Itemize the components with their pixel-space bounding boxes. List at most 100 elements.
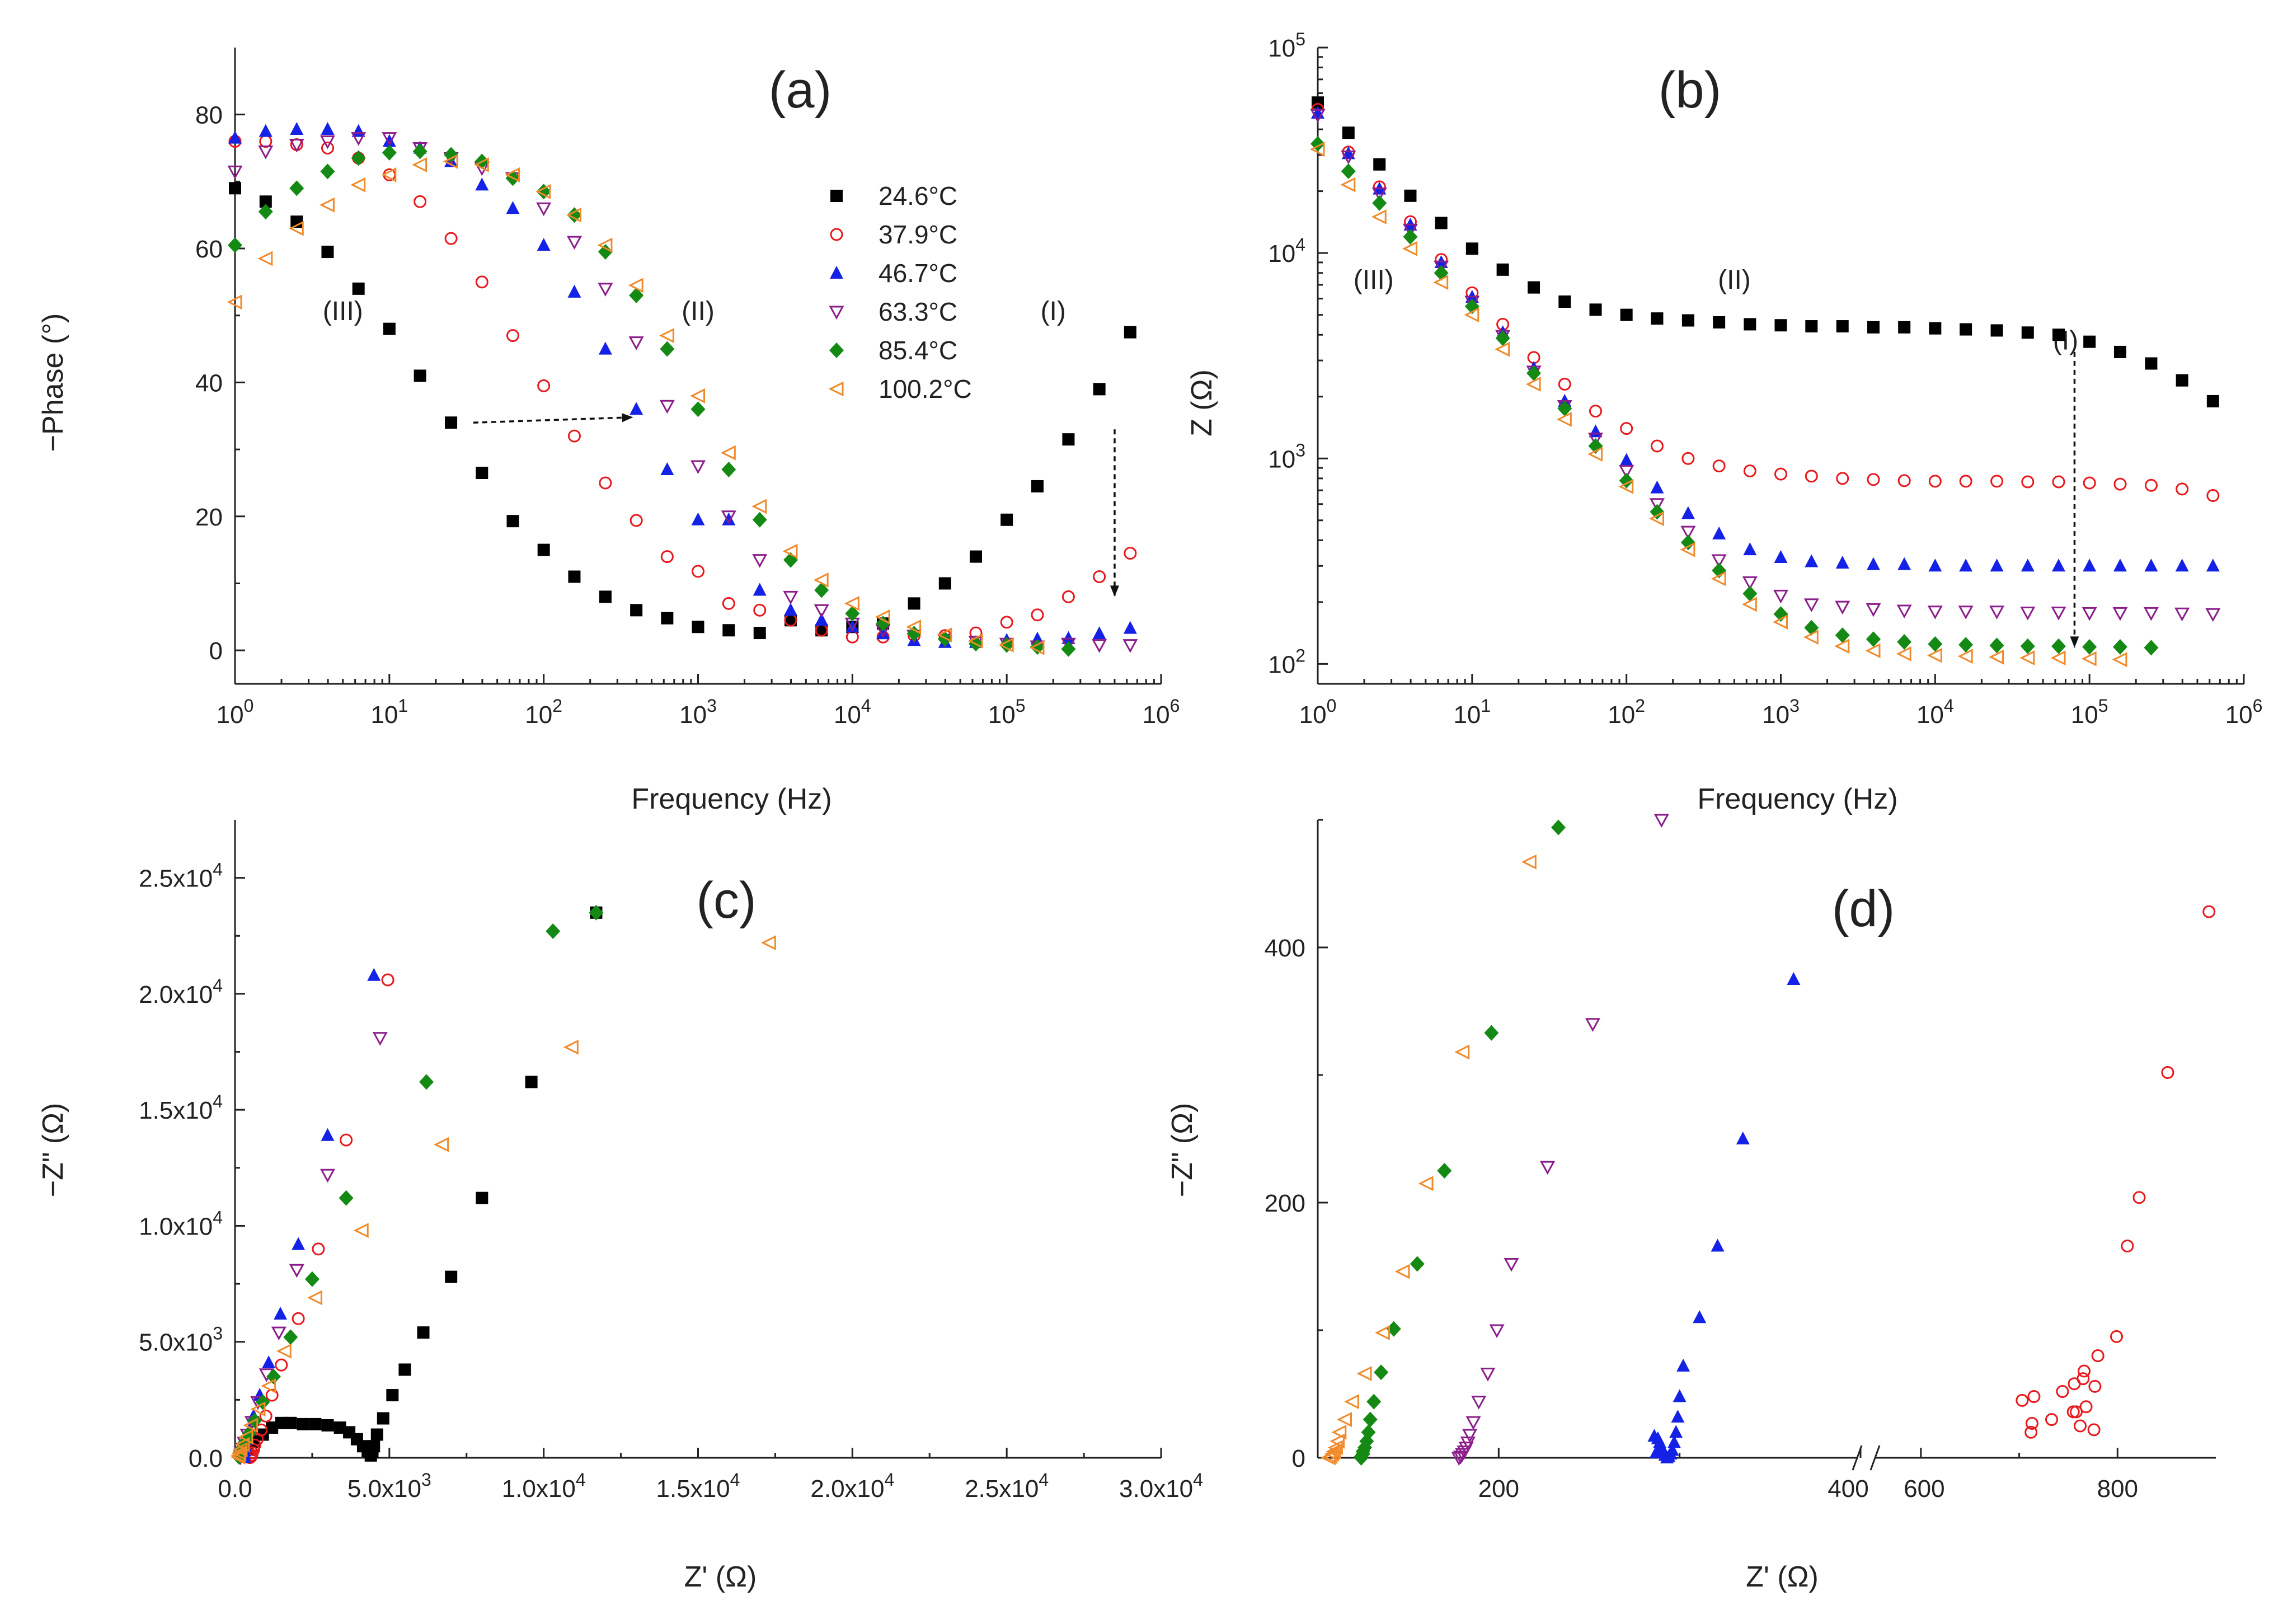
panel-a-x-tick-label: 100 [217,696,254,729]
panel-b-data-point [1650,439,1664,453]
panel-d-x-tick-label: 800 [2097,1475,2138,1503]
panel-a-label: (a) [769,62,832,119]
panel-a-data-point [259,124,273,137]
panel-d-data-point [2202,905,2216,918]
panel-c-data-point [546,923,561,939]
panel-a-data-point [567,284,581,298]
panel-d-data-point [1410,1256,1425,1272]
panel-b-data-point [1805,320,1818,333]
panel-a-data-point [229,182,241,195]
panel-d-data-point [1484,1025,1499,1041]
panel-a-data-point [290,215,303,228]
panel-b-data-point [1836,320,1849,333]
panel-d-y-title: −Z" (Ω) [1166,1103,1199,1198]
panel-a-x-tick-label: 101 [370,696,408,729]
panel-b-data-point [1835,556,1849,569]
panel-a-data-point [690,460,706,475]
panel-a-data-point [414,195,427,208]
panel-a-data-point [475,177,489,191]
panel-b-data-point [2113,477,2127,491]
panel-d-data-point [2087,1423,2101,1437]
panel-c-x-tick-label: 3.0x104 [1119,1470,1203,1503]
panel-a-data-point [783,603,797,616]
panel-d-data-point [2161,1066,2174,1079]
panel-a-data-point [443,154,458,169]
panel-d-data-point [1344,1394,1359,1410]
panel-a-data-point [506,201,520,214]
panel-b-data-point [1896,604,1912,619]
panel-b-data-point [2206,395,2219,407]
panel-b-data-point [2052,558,2066,572]
panel-a-data-point [1031,480,1044,492]
panel-a-data-point [321,246,334,259]
panel-b-data-point [1402,223,1418,238]
panel-b-data-point [1773,614,1788,630]
panel-b-region-label: (II) [1718,265,1751,295]
panel-d-data-point [1356,1366,1372,1381]
panel-c-data-point [398,1363,411,1376]
panel-b-data-point [1957,649,1973,664]
panel-c-data-point [445,1270,458,1283]
panel-b-data-point [1650,504,1665,520]
panel-b-data-point [1558,377,1571,391]
panel-d-data-point [2110,1330,2124,1343]
panel-c-y-tick-label: 2.0x104 [139,975,223,1008]
panel-a-data-point [444,232,458,245]
panel-a-data-point [660,462,674,476]
panel-b-data-point [1896,646,1911,661]
panel-a-data-point [598,283,613,297]
panel-d-y-tick-label: 200 [1265,1190,1305,1217]
panel-d-data-point [1693,1310,1707,1323]
panel-a-data-point [844,595,859,611]
panel-d-data-point [1471,1396,1487,1410]
panel-a-data-point [814,582,829,598]
panel-b-data-point [2021,475,2035,489]
panel-d-data-point [1453,1451,1468,1465]
panel-d-data-point [1787,972,1801,985]
panel-b-data-point [2174,607,2190,622]
panel-d-data-point [1667,1435,1681,1448]
panel-c-x-title: Z' (Ω) [684,1561,757,1593]
panel-d-data-point [1321,1450,1336,1466]
panel-d-data-point [2056,1384,2069,1398]
panel-a-region-label: (III) [323,297,363,326]
panel-a-data-point [320,135,336,149]
panel-a-data-point [228,237,242,254]
panel-a-data-point [567,207,582,223]
panel-a-x-tick-label: 103 [679,696,717,729]
panel-b-data-point [1526,365,1542,381]
panel-a-data-point [721,510,736,524]
legend-label: 37.9°C [879,220,957,249]
panel-c-label: (c) [696,872,756,929]
panel-b-data-point [2021,558,2035,572]
panel-a-data-point [628,278,643,293]
panel-a-data-point [258,204,273,220]
panel-c-data-point [525,1076,538,1088]
panel-a-data-point [506,329,520,342]
panel-b-data-point [2143,607,2159,621]
panel-b-data-point [1619,464,1634,479]
panel-b-data-point [1403,229,1418,245]
panel-b-y-tick-label: 105 [1268,29,1305,62]
panel-a-data-point [630,402,643,415]
panel-a-data-point [782,543,798,559]
panel-b-data-point [1309,142,1325,157]
panel-b-label: (b) [1659,62,1721,119]
panel-c-data-point [367,968,381,981]
panel-d-data-point [1521,854,1537,870]
panel-d-data-point [2132,1191,2146,1204]
panel-a-data-point [751,499,767,514]
panel-a-data-point [1092,639,1107,653]
panel-b-data-point [1835,600,1850,615]
panel-c-nyquist-plot: 0.0 5.0x103 1.0x104 1.5x104 2.0x104 2.5x104 3.… [37,820,1203,1593]
panel-b-data-point [1404,189,1417,202]
panel-a-data-point [536,184,551,200]
panel-b-data-point [1867,473,1880,486]
panel-c-data-point [304,1271,320,1287]
panel-a-data-point [352,282,365,295]
panel-b-data-point [1651,312,1664,325]
legend-marker [830,228,843,241]
panel-c-x-tick-label: 2.5x104 [965,1470,1049,1503]
panel-d-data-point [1736,1132,1750,1144]
legend-label: 85.4°C [879,336,957,365]
